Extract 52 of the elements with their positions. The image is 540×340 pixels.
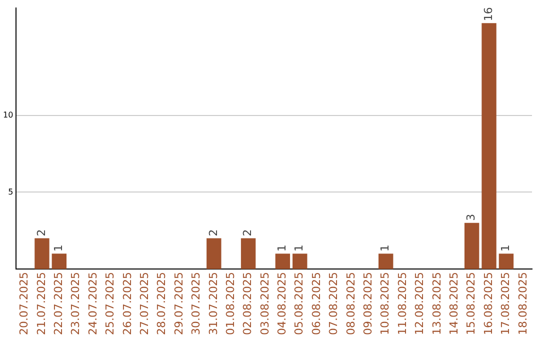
x-tick-label: 14.08.2025	[447, 272, 460, 336]
x-tick-label: 12.08.2025	[413, 272, 426, 336]
data-label: 2	[34, 229, 48, 236]
x-tick-label: 16.08.2025	[482, 272, 495, 336]
x-tick-label: 30.07.2025	[190, 272, 203, 336]
x-tick-label: 03.08.2025	[258, 272, 272, 336]
x-tick-label: 25.07.2025	[104, 272, 117, 336]
x-tick-label: 23.07.2025	[69, 272, 82, 336]
x-tick-label: 17.08.2025	[499, 272, 512, 336]
data-label: 16	[482, 7, 495, 22]
x-tick-label: 22.07.2025	[52, 272, 66, 336]
data-label: 1	[292, 244, 306, 252]
x-tick-label: 08.08.2025	[344, 272, 358, 336]
bar	[52, 254, 67, 270]
bar	[482, 23, 496, 270]
data-label: 3	[464, 214, 478, 221]
bar	[378, 254, 394, 270]
data-label: 2	[241, 229, 254, 236]
bar	[34, 238, 50, 270]
x-tick-label: 05.08.2025	[292, 272, 306, 336]
x-tick-label: 11.08.2025	[396, 272, 409, 336]
data-label: 1	[52, 244, 66, 252]
bar	[464, 222, 480, 270]
x-tick-label: 01.08.2025	[224, 272, 237, 336]
data-label: 1	[499, 244, 512, 252]
data-label: 2	[206, 229, 220, 236]
x-tick-label: 31.07.2025	[206, 272, 220, 336]
x-tick-label: 21.07.2025	[34, 272, 48, 336]
x-tick-label: 13.08.2025	[430, 272, 444, 336]
x-tick-label: 27.07.2025	[138, 272, 151, 336]
bar	[498, 254, 514, 270]
data-label: 1	[276, 244, 289, 252]
x-tick-label: 28.07.2025	[155, 272, 168, 336]
x-tick-label: 07.08.2025	[327, 272, 340, 336]
x-tick-label: 06.08.2025	[310, 272, 323, 336]
bar	[292, 254, 308, 270]
y-tick-label: 5	[8, 187, 14, 196]
bar	[275, 254, 290, 270]
bar	[240, 238, 256, 270]
x-tick-label: 26.07.2025	[120, 272, 134, 336]
x-tick-label: 20.07.2025	[18, 272, 31, 336]
x-tick-label: 24.07.2025	[86, 272, 100, 336]
x-tick-label: 15.08.2025	[464, 272, 478, 336]
data-label: 1	[378, 244, 392, 252]
x-tick-label: 10.08.2025	[378, 272, 392, 336]
bar	[206, 238, 222, 270]
x-tick-label: 09.08.2025	[362, 272, 375, 336]
x-tick-label: 29.07.2025	[172, 272, 186, 336]
x-tick-label: 02.08.2025	[241, 272, 254, 336]
y-tick-label: 10	[2, 110, 14, 120]
x-tick-label: 18.08.2025	[516, 272, 530, 336]
x-tick-label: 04.08.2025	[276, 272, 289, 336]
